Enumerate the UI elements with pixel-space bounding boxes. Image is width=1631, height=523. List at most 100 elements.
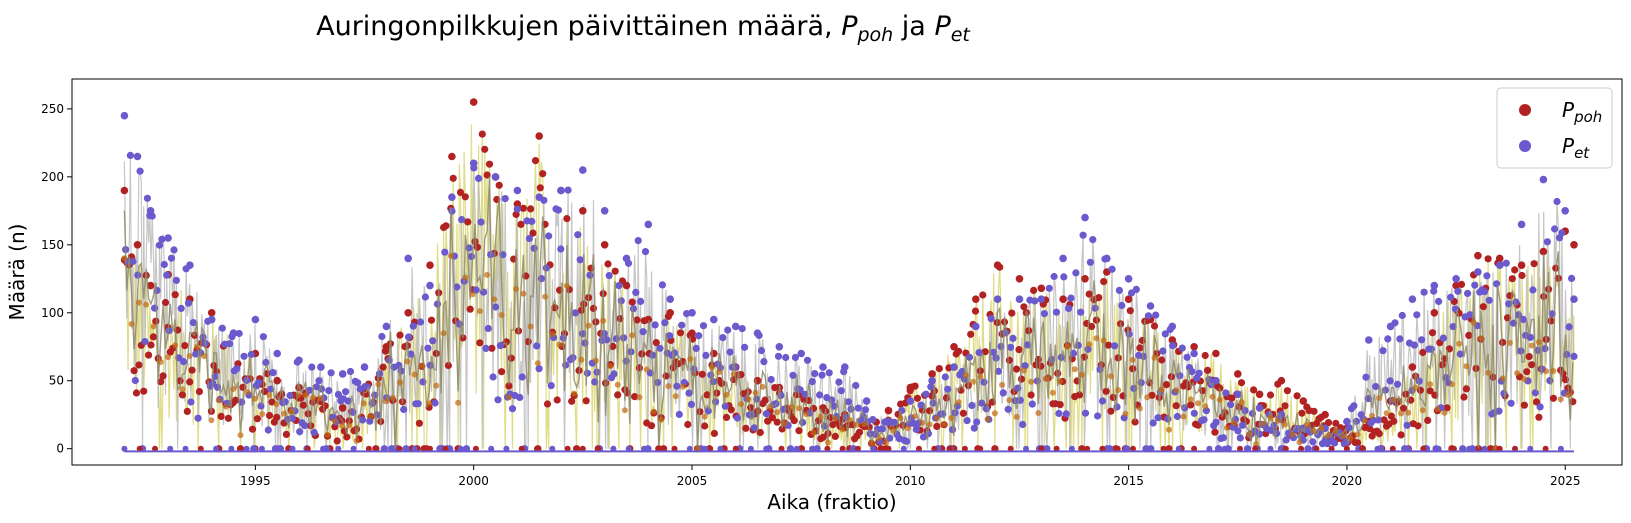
data-point-overlap (542, 293, 549, 300)
zero-point (977, 445, 984, 452)
data-point-poh (553, 396, 561, 404)
data-point-overlap (1506, 339, 1513, 346)
data-point-overlap (643, 366, 650, 373)
peak-point-poh (1430, 309, 1439, 317)
zero-point (121, 445, 128, 452)
data-point-poh (727, 406, 735, 414)
data-point-et (1227, 401, 1235, 409)
data-point-poh (1489, 373, 1497, 381)
data-point-et (1212, 418, 1220, 426)
data-point-poh (464, 218, 472, 226)
peak-point-et (382, 322, 391, 331)
data-point-overlap (1463, 363, 1470, 370)
data-point-et (535, 365, 543, 373)
data-point-overlap (890, 427, 897, 434)
data-point-overlap (955, 399, 962, 406)
data-point-poh (1211, 428, 1219, 436)
peak-point-et (841, 363, 849, 371)
zero-point (1450, 445, 1457, 452)
zero-point (702, 445, 709, 452)
data-point-poh (1293, 392, 1301, 400)
data-point-et (1079, 231, 1087, 239)
data-point-et (869, 416, 877, 424)
peak-point-poh (426, 261, 434, 270)
zero-point (610, 445, 617, 452)
data-point-poh (333, 437, 341, 445)
data-point-poh (831, 432, 839, 440)
data-point-et (719, 334, 727, 342)
data-point-overlap (1267, 414, 1274, 421)
data-point-et (944, 385, 952, 393)
data-point-overlap (426, 400, 433, 407)
peak-point-et (557, 186, 565, 195)
data-point-et (378, 332, 386, 341)
data-point-et (610, 370, 618, 378)
chart-title: Auringonpilkkujen päivittäinen määrä, Pp… (316, 11, 971, 46)
data-point-overlap (172, 342, 179, 349)
data-point-poh (161, 298, 170, 307)
data-point-et (922, 390, 930, 398)
data-point-poh (1056, 401, 1064, 409)
peak-point-et (1539, 175, 1548, 184)
peak-point-et (731, 322, 740, 331)
data-point-et (1309, 438, 1317, 446)
data-point-et (968, 401, 976, 410)
peak-point-poh (273, 376, 282, 385)
data-point-overlap (1136, 405, 1143, 412)
zero-point (946, 445, 953, 452)
x-axis-label: Aika (fraktio) (767, 490, 896, 514)
data-point-et (1154, 414, 1162, 422)
data-point-poh (778, 425, 786, 433)
data-point-et (1464, 289, 1472, 297)
data-point-poh (1375, 430, 1383, 438)
data-point-poh (1460, 393, 1468, 401)
data-point-et (886, 434, 894, 442)
zero-point (885, 445, 892, 452)
data-point-poh (773, 418, 781, 426)
data-point-et (477, 218, 485, 226)
data-point-et (649, 351, 657, 359)
data-point-overlap (1013, 413, 1020, 420)
legend-label-poh-sym: P (1562, 98, 1575, 122)
zero-point (778, 445, 785, 452)
data-point-et (808, 378, 816, 386)
peak-point-poh (1059, 295, 1067, 304)
peak-point-et (229, 329, 238, 338)
data-point-et (310, 428, 318, 437)
data-point-et (970, 424, 978, 432)
data-point-et (1420, 288, 1428, 296)
zero-point (335, 445, 342, 452)
data-point-et (1081, 409, 1090, 417)
peak-point-et (1408, 295, 1417, 304)
zero-point (656, 445, 663, 452)
data-point-overlap (650, 408, 657, 415)
data-point-et (346, 367, 355, 376)
zero-point (167, 445, 174, 452)
data-point-poh (442, 222, 450, 230)
data-point-overlap (491, 296, 498, 303)
data-point-et (136, 167, 144, 175)
data-point-poh (1148, 391, 1156, 399)
data-point-et (233, 365, 241, 373)
data-point-et (1190, 409, 1198, 417)
data-point-poh (1324, 419, 1333, 427)
data-point-poh (485, 160, 494, 168)
data-point-et (472, 286, 480, 294)
data-point-overlap (962, 372, 969, 379)
data-point-et (167, 254, 176, 262)
data-point-overlap (266, 392, 273, 399)
data-point-overlap (629, 332, 636, 339)
data-point-overlap (317, 395, 324, 402)
data-point-et (441, 248, 449, 256)
data-point-overlap (339, 422, 345, 429)
data-point-et (1055, 409, 1063, 418)
data-point-poh (633, 316, 641, 324)
data-point-et (163, 271, 171, 279)
data-point-poh (589, 304, 598, 312)
data-point-et (1531, 389, 1539, 397)
data-point-et (431, 399, 439, 407)
data-point-poh (449, 174, 457, 182)
data-point-poh (1540, 292, 1548, 301)
data-point-overlap (571, 390, 578, 397)
zero-point (1267, 445, 1274, 452)
